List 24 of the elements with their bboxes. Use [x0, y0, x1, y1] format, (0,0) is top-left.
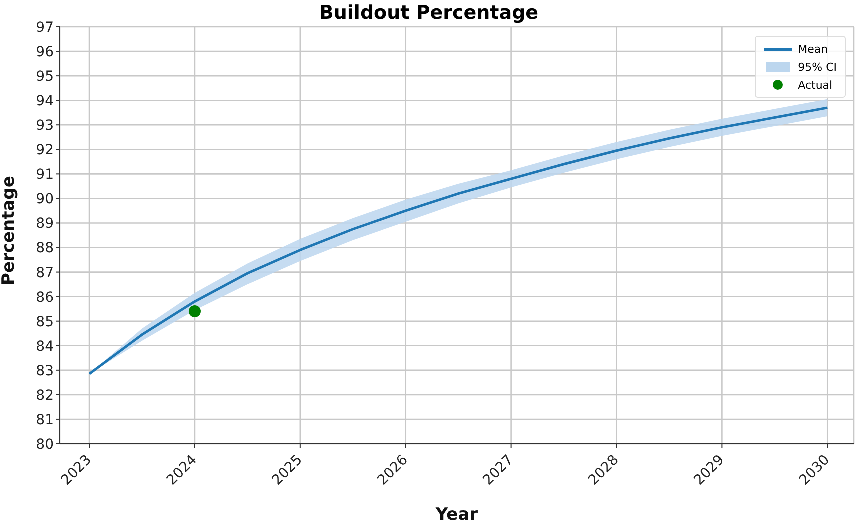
y-tick-label: 84: [36, 338, 54, 355]
y-tick-label: 89: [36, 216, 54, 232]
y-tick-label: 96: [36, 44, 54, 60]
legend-label: Actual: [798, 78, 833, 92]
y-tick-label: 94: [36, 94, 54, 110]
y-tick-label: 81: [36, 412, 54, 428]
y-tick-label: 83: [36, 363, 54, 380]
y-tick-label: 82: [36, 388, 54, 404]
y-tick-label: 90: [36, 192, 54, 208]
y-tick-label: 87: [36, 265, 54, 282]
y-tick-label: 86: [36, 290, 54, 306]
x-axis-title: Year: [434, 505, 479, 525]
y-tick-label: 91: [36, 167, 54, 184]
y-tick-label: 97: [36, 20, 54, 36]
y-tick-label: 93: [36, 118, 54, 134]
annotation: 95% CI: [798, 60, 837, 74]
y-tick-label: 88: [36, 240, 54, 257]
y-axis-title: Percentage: [0, 176, 20, 286]
legend-label: Mean: [798, 42, 828, 56]
y-tick-label: 80: [36, 436, 54, 453]
chart-title: Buildout Percentage: [319, 2, 539, 24]
y-tick-label: 85: [36, 314, 54, 330]
y-tick-label: 92: [36, 142, 54, 159]
y-tick-label: 95: [36, 69, 54, 86]
